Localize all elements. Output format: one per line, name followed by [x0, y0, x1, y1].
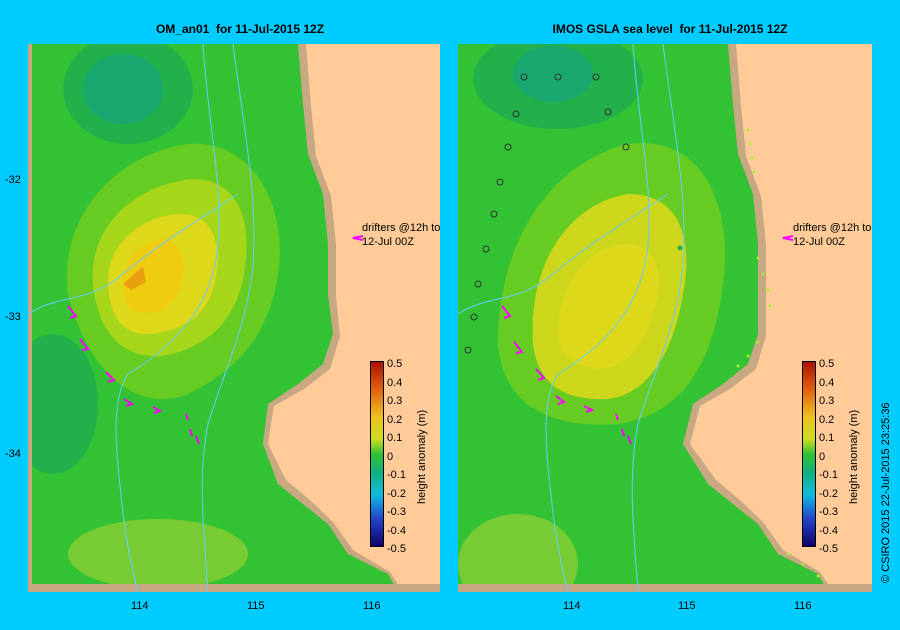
lon-tick: 114 [563, 600, 581, 612]
lon-tick: 114 [131, 600, 149, 612]
panel-title-left: OM_an01 for 11-Jul-2015 12Z [155, 22, 325, 36]
lat-tick: -32 [5, 174, 21, 186]
land [268, 44, 440, 592]
colorbar-right [802, 361, 816, 547]
colorbar-left [370, 361, 384, 547]
bathymetry-contour [115, 44, 220, 592]
float-markers [464, 73, 630, 354]
contour-low-west [28, 334, 98, 474]
lon-tick: 115 [247, 600, 265, 612]
drifter-note-right-1: drifters @12h to [793, 222, 872, 234]
bathymetry-contour [28, 193, 239, 315]
lon-tick: 115 [678, 600, 696, 612]
lon-tick: 116 [794, 600, 812, 612]
drifter-tracks [67, 305, 200, 445]
drifter-note-left-1: drifters @12h to [362, 222, 441, 234]
land [690, 44, 872, 592]
drifter-note-right-2: 12-Jul 00Z [793, 236, 845, 248]
drifter-tracks [501, 305, 632, 445]
colorbar-left-label: height anomaly (m) [416, 409, 428, 504]
colorbar-right-label: height anomaly (m) [848, 409, 860, 504]
bathymetry-contour [458, 193, 669, 315]
map-panel-left [28, 44, 440, 592]
colorbar-right-ticks: 0.5 0.4 0.3 0.2 0.1 0 -0.1 -0.2 -0.3 -0.4 -0.5 [819, 358, 838, 555]
bathymetry-contour [545, 44, 650, 592]
lat-tick: -34 [5, 448, 21, 460]
contour-band-0.25 [123, 266, 146, 290]
contour-band-0.15 [558, 244, 659, 369]
credit-text: © CSIRO 2015 22-Jul-2015 23:25:36 [880, 402, 892, 583]
colorbar-left-ticks: 0.5 0.4 0.3 0.2 0.1 0 -0.1 -0.2 -0.3 -0.4 -0.5 [387, 358, 406, 555]
contour-band-0.2 [123, 239, 184, 314]
bathymetry-contour [201, 44, 255, 592]
bathymetry-contour [631, 44, 685, 592]
lon-tick: 116 [363, 600, 381, 612]
drifter-note-left-2: 12-Jul 00Z [362, 236, 414, 248]
panel-title-right: IMOS GSLA sea level for 11-Jul-2015 12Z [552, 22, 788, 36]
lat-tick: -33 [5, 311, 21, 323]
map-panel-right [458, 44, 872, 592]
coastal-observations [736, 128, 820, 578]
